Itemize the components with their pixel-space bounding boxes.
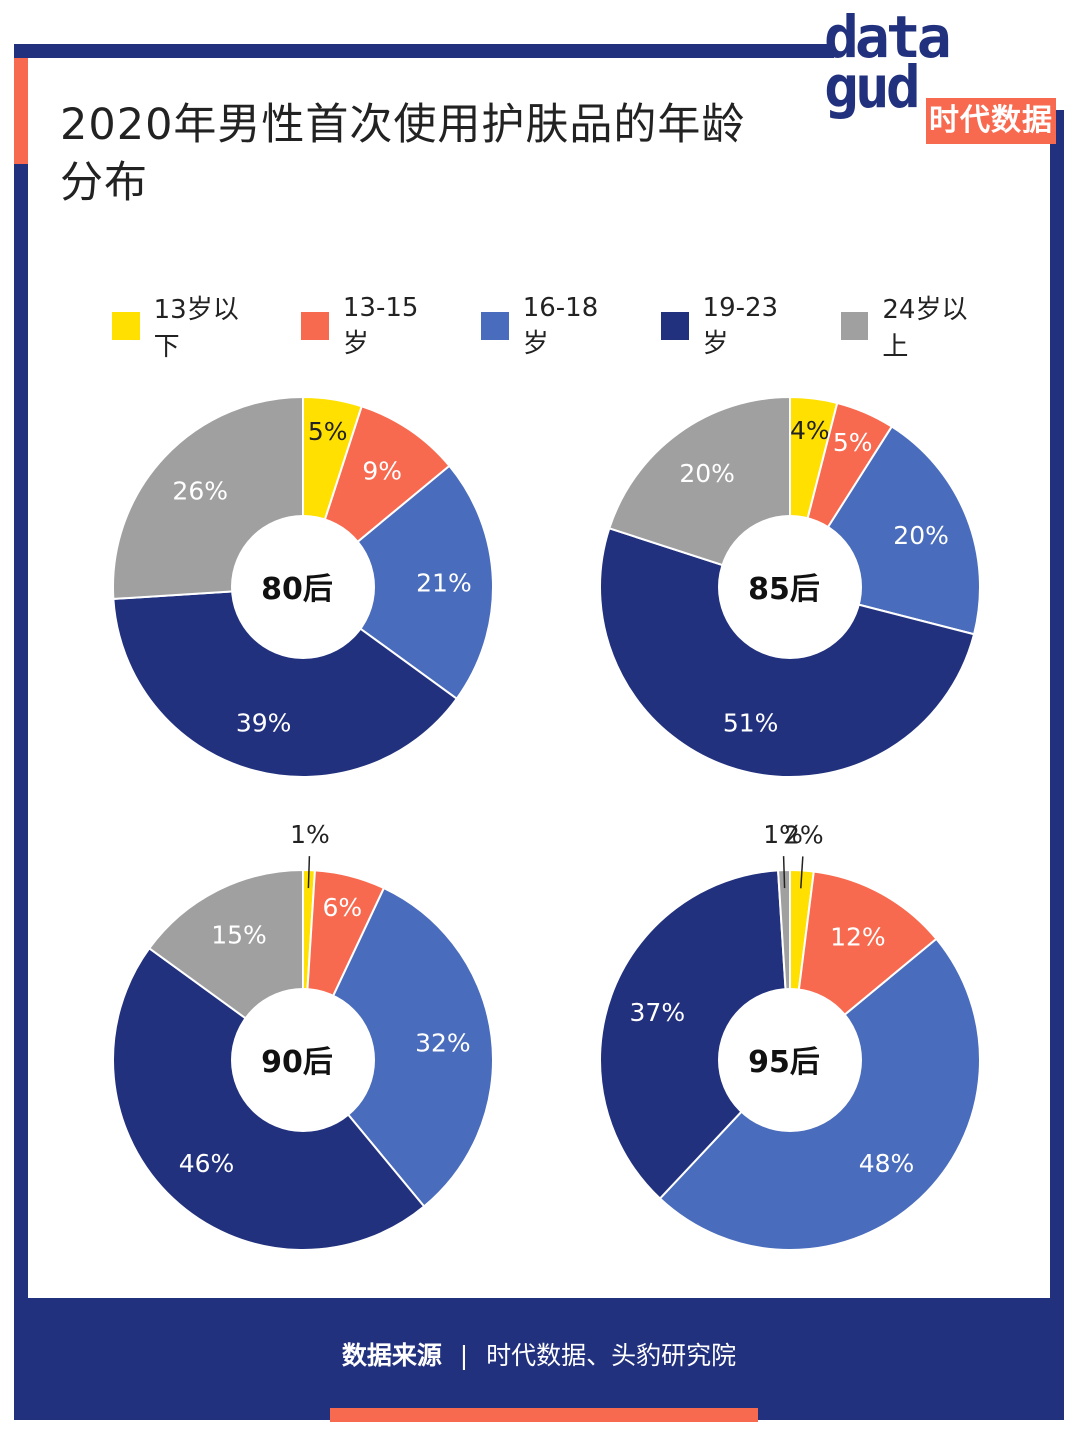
legend-item: 19-23岁: [660, 292, 803, 360]
donut-slice: [112, 585, 459, 778]
slice-label: 20%: [893, 521, 949, 550]
footer-banner: 数据来源 | 时代数据、头豹研究院: [14, 1298, 1064, 1420]
slice-label: 4%: [790, 416, 830, 445]
legend-swatch: [481, 312, 509, 340]
logo-word-bottom: gud: [824, 53, 921, 121]
slice-label: 1%: [763, 820, 803, 849]
donut-center-label: 95后: [748, 1045, 820, 1080]
page-title: 2020年男性首次使用护肤品的年龄分布: [60, 100, 746, 208]
slice-label: 1%: [290, 820, 330, 849]
legend-label: 24岁以上: [882, 295, 968, 362]
slice-label: 26%: [172, 476, 228, 505]
donut-slice: [301, 886, 494, 1208]
leader-line: [800, 856, 804, 889]
footer-source-text: 时代数据、头豹研究院: [486, 1341, 737, 1370]
leader-line: [307, 856, 311, 889]
frame-border-right: [1050, 110, 1064, 1320]
slice-label: 5%: [833, 428, 873, 457]
legend-item: 13岁以下: [112, 289, 263, 363]
frame-border-left: [14, 164, 28, 1324]
donut-center-label: 90后: [261, 1045, 333, 1080]
slice-label: 9%: [362, 456, 402, 485]
donut-hole: [718, 515, 862, 659]
footer-separator: |: [459, 1341, 469, 1370]
logo-word: data gud: [824, 3, 952, 121]
donut-chart: 4% 5% 20% 51% 20% 85后: [599, 395, 981, 778]
chart-legend: 13岁以下 13-15岁 16-18岁 19-23岁 24岁以上: [112, 293, 992, 362]
logo-word-top: data: [824, 3, 952, 71]
brand-logo: data gud 时代数据: [818, 3, 1064, 168]
slice-label: 5%: [308, 417, 348, 446]
slice-label: 37%: [630, 998, 686, 1027]
donut-slice: [301, 464, 494, 701]
slice-label: 48%: [859, 1149, 915, 1178]
donut-chart: 5% 9% 21% 39% 26% 80后: [112, 395, 494, 778]
donut-center-label: 80后: [261, 572, 333, 607]
legend-swatch: [840, 312, 869, 340]
frame-border-top: [14, 44, 834, 58]
slice-label: 20%: [679, 459, 735, 488]
legend-item: 13-15岁: [301, 293, 443, 360]
slice-label: 51%: [723, 708, 779, 737]
legend-swatch: [301, 312, 329, 340]
donut-hole: [231, 988, 375, 1132]
slice-label: 21%: [416, 569, 472, 598]
legend-swatch: [660, 312, 689, 340]
legend-label: 16-18岁: [522, 292, 599, 359]
slice-label: 2%: [784, 820, 824, 849]
donut-chart: 1% 6% 32% 46% 15% 90后: [112, 820, 494, 1251]
legend-item: 24岁以上: [840, 289, 992, 363]
legend-item: 16-18岁: [481, 293, 623, 360]
legend-label: 13-15岁: [342, 292, 419, 359]
footer-source-label: 数据来源: [341, 1341, 442, 1370]
slice-label: 12%: [830, 922, 886, 951]
logo-brand-box: 时代数据: [926, 98, 1056, 144]
slice-label: 15%: [211, 920, 267, 949]
donut-chart: 2% 12% 48% 37% 1% 95后: [599, 820, 981, 1251]
legend-label: 19-23岁: [702, 292, 779, 359]
legend-swatch: [112, 312, 140, 340]
footer-source: 数据来源 | 时代数据、头豹研究院: [14, 1336, 1064, 1372]
leader-line: [782, 856, 786, 889]
slice-label: 6%: [322, 893, 362, 922]
donut-center-label: 85后: [748, 572, 820, 607]
slice-label: 46%: [179, 1149, 235, 1178]
footer-accent-bar: [330, 1408, 758, 1422]
slice-label: 32%: [415, 1028, 471, 1057]
donut-slice: [599, 869, 792, 1200]
slice-label: 39%: [236, 708, 292, 737]
legend-label: 13岁以下: [153, 295, 239, 362]
donut-hole: [718, 988, 862, 1132]
donut-hole: [231, 515, 375, 659]
frame-accent-left: [14, 44, 28, 164]
